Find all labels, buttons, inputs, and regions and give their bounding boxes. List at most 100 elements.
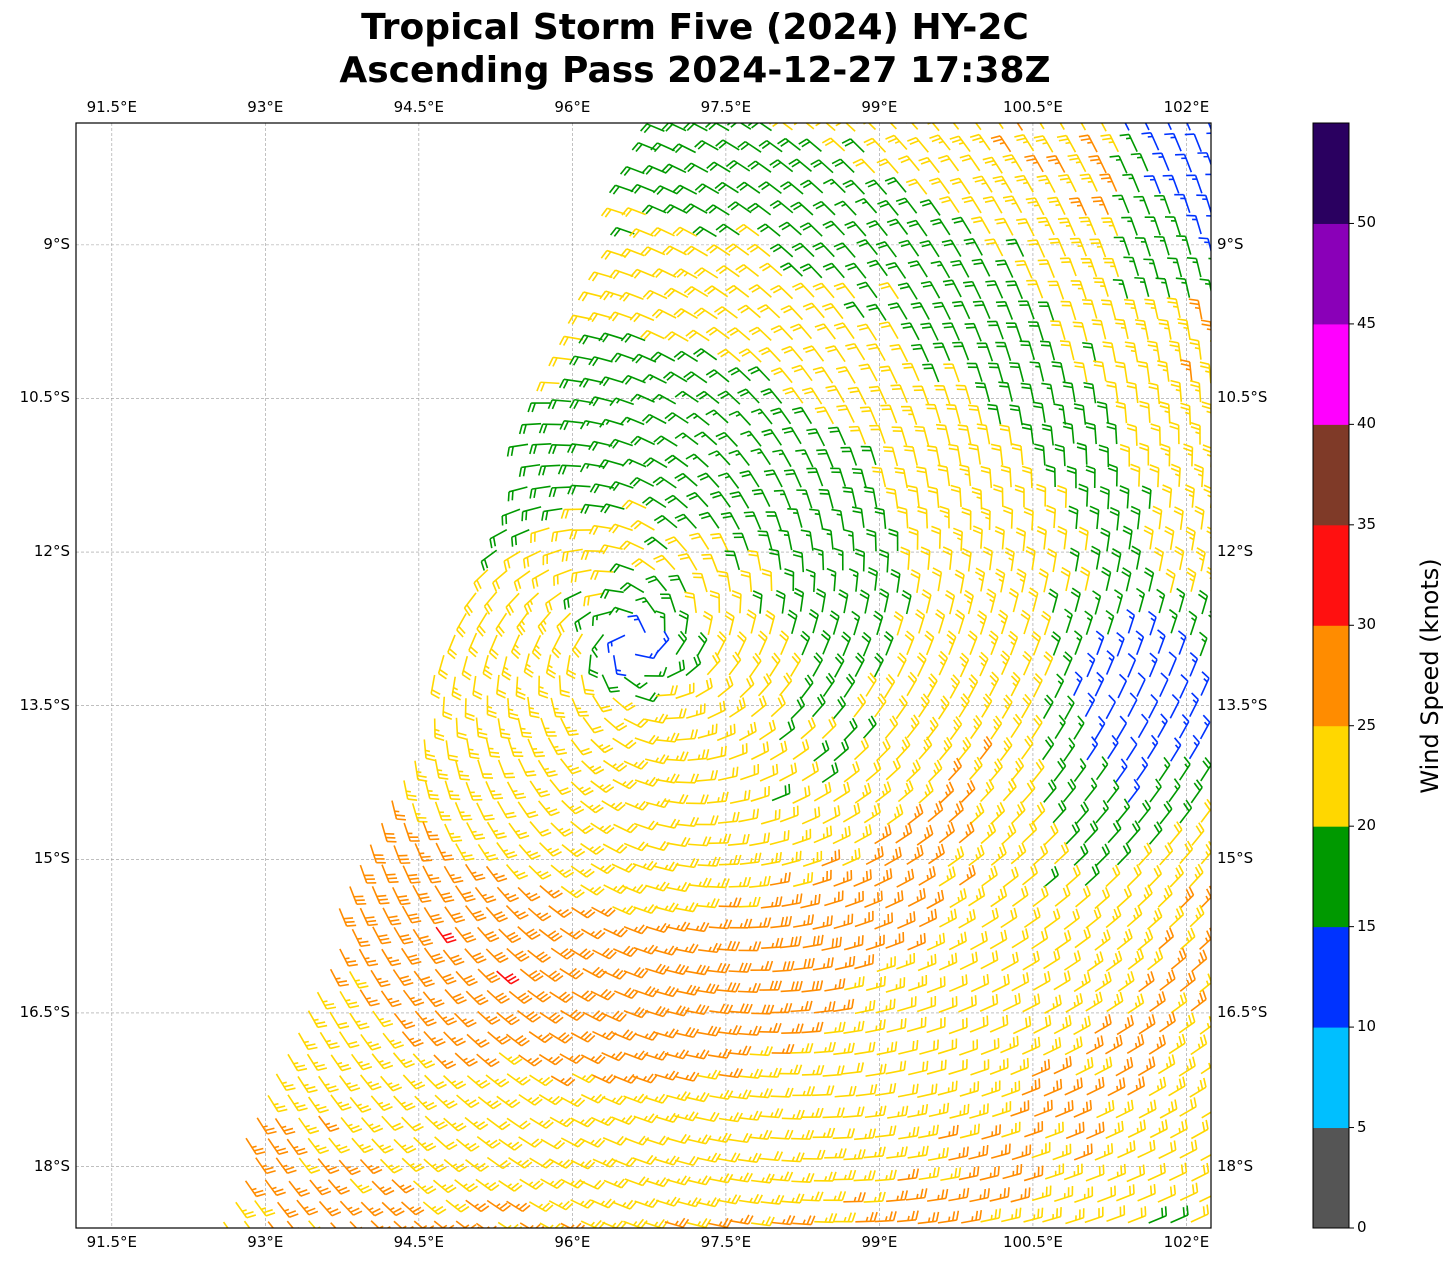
wind-barb xyxy=(1098,444,1110,468)
wind-barb xyxy=(1094,1056,1113,1076)
wind-barb xyxy=(918,1124,939,1139)
wind-barb xyxy=(1022,820,1038,844)
wind-barb xyxy=(588,440,613,451)
wind-barb xyxy=(990,1143,1011,1159)
wind-barb xyxy=(603,1178,629,1189)
wind-barb xyxy=(693,267,719,279)
wind-barb xyxy=(434,1094,458,1109)
wind-barb xyxy=(874,507,887,529)
wind-barb xyxy=(1184,133,1203,153)
wind-barb xyxy=(403,822,420,842)
wind-barb xyxy=(869,424,886,444)
wind-barb xyxy=(600,503,625,514)
wind-barb xyxy=(1001,1121,1021,1138)
wind-barb xyxy=(518,1093,543,1106)
wind-barb xyxy=(1024,154,1044,173)
wind-barb xyxy=(1084,610,1094,636)
wind-barb xyxy=(843,301,865,319)
wind-barb xyxy=(812,915,833,930)
wind-barb xyxy=(275,1157,297,1174)
wind-barb xyxy=(865,179,888,195)
wind-barb xyxy=(840,446,858,466)
wind-barb xyxy=(454,1179,478,1193)
wind-barb xyxy=(1221,673,1229,697)
wind-barb xyxy=(708,450,731,466)
wind-barb xyxy=(841,631,852,657)
wind-barb xyxy=(875,241,897,258)
wind-barb xyxy=(907,933,926,951)
wind-barb xyxy=(1041,610,1052,636)
wind-barb xyxy=(947,757,963,781)
wind-barb xyxy=(483,591,498,615)
wind-barb xyxy=(381,948,402,967)
wind-barb xyxy=(1138,1099,1157,1119)
wind-barb xyxy=(768,123,793,131)
wind-barb xyxy=(852,158,876,174)
wind-barb xyxy=(1117,673,1128,699)
wind-barb xyxy=(1033,971,1051,991)
wind-barb xyxy=(673,350,699,363)
wind-barb xyxy=(1170,463,1181,487)
wind-barb xyxy=(632,1073,658,1084)
wind-barb xyxy=(727,367,751,382)
wind-barb xyxy=(800,717,816,740)
lat-tick-right: 12°S xyxy=(1217,542,1254,561)
wind-barb xyxy=(1107,463,1118,487)
wind-barb xyxy=(855,1211,878,1223)
wind-barb xyxy=(642,496,667,509)
wind-barb xyxy=(666,1175,691,1186)
wind-barb xyxy=(824,1148,847,1159)
wind-barb xyxy=(1179,840,1194,865)
wind-barb xyxy=(975,382,991,403)
wind-barb xyxy=(1023,1165,1044,1182)
wind-barb xyxy=(1127,1119,1147,1139)
wind-barb xyxy=(444,823,463,843)
wind-barb xyxy=(569,529,592,540)
wind-barb xyxy=(411,803,428,823)
wind-barb xyxy=(1210,298,1211,305)
wind-barb xyxy=(961,507,972,530)
wind-barb xyxy=(664,1049,690,1060)
wind-barb xyxy=(380,822,397,843)
wind-barb xyxy=(688,836,712,847)
wind-barb xyxy=(793,123,815,130)
wind-barb xyxy=(539,1011,564,1024)
wind-barb xyxy=(1156,588,1166,614)
wind-barb xyxy=(393,1138,417,1154)
wind-barb xyxy=(1198,237,1211,254)
wind-barb xyxy=(948,443,962,465)
wind-barb xyxy=(898,1126,920,1140)
wind-barb xyxy=(729,491,750,509)
wind-barb xyxy=(674,432,699,446)
wind-barb xyxy=(814,323,836,340)
wind-barb xyxy=(842,179,866,195)
wind-barb xyxy=(1095,799,1109,824)
wind-barb xyxy=(863,1146,886,1159)
wind-barb xyxy=(551,633,562,659)
wind-barb xyxy=(1064,695,1075,720)
wind-barb xyxy=(1158,318,1172,340)
wind-barb xyxy=(906,844,924,865)
wind-barb xyxy=(969,1188,990,1203)
wind-barb xyxy=(442,696,453,721)
wind-barb xyxy=(1054,885,1071,907)
wind-barb xyxy=(541,507,563,521)
wind-barb xyxy=(937,695,950,720)
wind-barb xyxy=(1200,840,1211,865)
wind-barb xyxy=(908,1060,929,1076)
wind-barb xyxy=(602,1010,627,1022)
wind-barb xyxy=(465,990,489,1006)
wind-barb xyxy=(518,463,541,477)
wind-barb xyxy=(825,345,846,363)
chart-title-line-2: Ascending Pass 2024-12-27 17:38Z xyxy=(339,50,1051,91)
wind-barb xyxy=(505,864,529,880)
wind-barb xyxy=(778,529,793,551)
wind-barb xyxy=(486,695,497,719)
wind-barb xyxy=(655,610,666,633)
wind-barb xyxy=(824,1021,846,1035)
wind-barb xyxy=(1000,650,1011,675)
wind-barb xyxy=(883,446,899,467)
wind-barb xyxy=(930,218,951,236)
wind-barb xyxy=(485,865,508,883)
wind-barb xyxy=(372,1010,394,1028)
